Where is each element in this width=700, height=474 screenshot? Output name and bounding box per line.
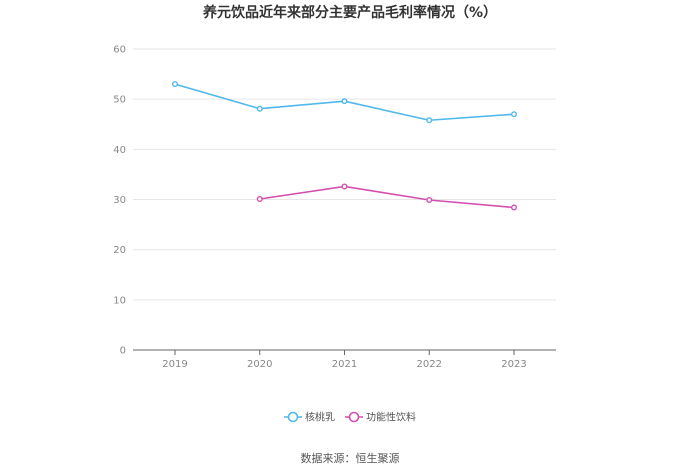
data-point[interactable] <box>511 204 518 211</box>
x-tick-label: 2021 <box>332 359 357 370</box>
data-point[interactable] <box>341 183 348 190</box>
legend: 核桃乳 功能性饮料 <box>284 411 416 424</box>
series-line-1 <box>259 185 515 209</box>
data-point[interactable] <box>426 197 433 204</box>
y-tick-label: 30 <box>113 195 126 206</box>
legend-label[interactable]: 核桃乳 <box>305 411 335 424</box>
chart-title: 养元饮品近年来部分主要产品毛利率情况（%） <box>202 4 497 21</box>
x-tick-label: 2020 <box>247 359 272 370</box>
y-tick-label: 0 <box>120 346 126 357</box>
data-point[interactable] <box>511 111 518 118</box>
axis-layer: 0 10 20 30 40 50 60 2019 2020 2021 2022 2023 <box>113 45 556 370</box>
data-point[interactable] <box>426 117 433 124</box>
data-source: 数据来源：恒生聚源 <box>301 451 400 465</box>
y-tick-label: 40 <box>113 145 126 156</box>
x-tick-label: 2019 <box>162 359 187 370</box>
y-tick-label: 60 <box>113 45 126 56</box>
legend-marker[interactable] <box>348 411 360 423</box>
legend-label[interactable]: 功能性饮料 <box>366 411 416 424</box>
y-tick-label: 20 <box>113 245 126 256</box>
series-layer <box>171 81 518 211</box>
y-tick-label: 50 <box>113 95 126 106</box>
grid-layer <box>133 48 556 301</box>
legend-marker[interactable] <box>287 411 299 423</box>
data-point[interactable] <box>171 81 178 88</box>
data-point[interactable] <box>256 195 263 202</box>
x-tick-label: 2022 <box>417 359 442 370</box>
x-tick-label: 2023 <box>501 359 526 370</box>
y-tick-label: 10 <box>113 295 126 306</box>
data-point[interactable] <box>341 98 348 105</box>
data-point[interactable] <box>256 105 263 112</box>
